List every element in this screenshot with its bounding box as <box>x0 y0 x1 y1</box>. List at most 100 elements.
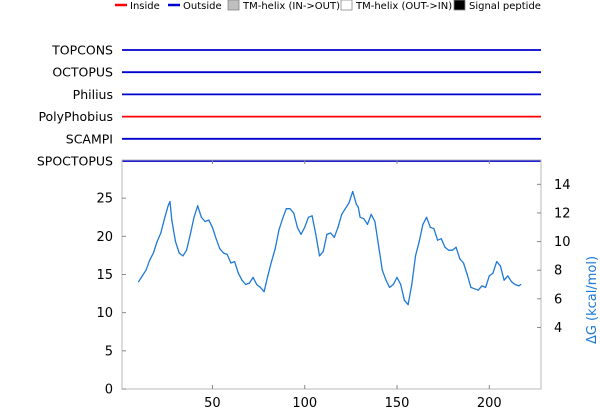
dg-point-0-85 <box>440 238 442 240</box>
y-tick-label-0: 0 <box>105 383 113 398</box>
dg-point-0-93 <box>470 286 472 288</box>
dg-point-0-4 <box>152 252 154 254</box>
dg-point-0-88 <box>451 249 453 251</box>
dg-point-0-37 <box>267 275 269 277</box>
y2-tick-label-3: 10 <box>554 235 571 250</box>
dg-point-0-77 <box>411 283 413 286</box>
dg-point-0-44 <box>293 212 295 214</box>
y2-tick-label-0: 4 <box>554 321 562 336</box>
dg-point-0-99 <box>492 272 494 274</box>
dg-point-0-30 <box>241 279 243 281</box>
dg-point-0-42 <box>285 208 287 210</box>
dg-point-0-91 <box>462 262 465 264</box>
dg-point-0-7 <box>163 218 166 220</box>
dg-point-0-21 <box>208 219 210 221</box>
dg-point-0-62 <box>357 206 359 208</box>
dg-point-0-60 <box>352 190 354 193</box>
dg-point-0-1 <box>141 275 143 277</box>
dg-point-0-14 <box>186 249 188 251</box>
dg-point-0-70 <box>385 279 387 281</box>
dg-point-0-67 <box>374 220 376 223</box>
dg-point-0-24 <box>219 248 221 250</box>
dg-point-0-29 <box>237 272 239 274</box>
legend-label-2: TM-helix (IN->OUT) <box>242 1 340 12</box>
dg-point-0-95 <box>477 289 479 291</box>
dg-point-0-69 <box>381 269 383 271</box>
dg-point-0-40 <box>278 229 280 231</box>
dg-point-0-54 <box>330 232 332 234</box>
legend-label-3: TM-helix (OUT->IN) <box>355 1 452 12</box>
y-tick-label-4: 20 <box>96 230 113 245</box>
track-name-3: PolyPhobius <box>38 109 113 124</box>
dg-point-0-61 <box>355 203 357 205</box>
legend-label-4: Signal peptide <box>469 1 541 12</box>
legend-swatch-3 <box>340 0 353 11</box>
dg-point-0-98 <box>488 275 490 277</box>
dg-point-0-66 <box>370 213 372 215</box>
legend-swatch-2 <box>227 0 240 11</box>
dg-point-0-97 <box>485 286 487 288</box>
dg-point-0-28 <box>234 261 236 263</box>
dg-point-0-80 <box>422 223 424 225</box>
dg-plot: 50 100 150 200 0 5 10 15 20 25 4 6 8 10 12 14 ΔG (kca… <box>96 159 600 411</box>
track-name-4: SCAMPI <box>66 131 113 146</box>
track-name-1: OCTOPUS <box>52 65 113 80</box>
dg-point-0-11 <box>174 241 177 243</box>
dg-point-0-45 <box>296 226 298 228</box>
x-axis: 50 100 150 200 <box>204 160 502 411</box>
plot-frame <box>121 159 542 390</box>
y-tick-label-1: 5 <box>105 344 113 359</box>
y2-tick-label-2: 8 <box>554 264 562 279</box>
legend-label-0: Inside <box>130 1 160 12</box>
dg-point-0-5 <box>156 241 158 243</box>
dg-point-0-34 <box>256 283 258 286</box>
dg-point-0-8 <box>167 205 169 207</box>
topology-tracks: TOPCONS OCTOPUS Philius PolyPhobius SCAMPI SP… <box>37 43 541 169</box>
dg-point-0-52 <box>322 251 324 253</box>
dg-point-0-23 <box>215 238 217 240</box>
dg-point-0-19 <box>200 216 202 218</box>
dg-point-0-104 <box>510 281 513 283</box>
dg-point-0-51 <box>318 255 321 257</box>
x-tick-label-1: 100 <box>292 396 317 411</box>
y-tick-label-3: 15 <box>96 268 113 283</box>
dg-point-0-43 <box>289 208 291 210</box>
dg-point-0-96 <box>481 285 483 287</box>
track-name-0: TOPCONS <box>51 43 113 58</box>
dg-point-0-78 <box>414 255 417 257</box>
y2-axis-label: ΔG (kcal/mol) <box>585 256 600 344</box>
dg-point-0-65 <box>366 223 369 225</box>
dg-point-0-10 <box>171 219 173 221</box>
track-name-2: Philius <box>73 87 113 102</box>
dg-point-0-25 <box>222 252 225 254</box>
dg-point-0-31 <box>245 283 247 286</box>
dg-point-0-74 <box>400 283 402 286</box>
dg-point-0-58 <box>344 208 346 210</box>
dg-point-0-73 <box>396 276 398 278</box>
dg-point-0-38 <box>270 261 273 263</box>
dg-point-0-12 <box>178 252 180 254</box>
dg-point-0-92 <box>466 273 468 276</box>
dg-point-0-100 <box>496 261 498 263</box>
y-tick-label-5: 25 <box>96 192 113 207</box>
dg-point-0-13 <box>182 255 184 257</box>
x-tick-label-3: 200 <box>477 396 502 411</box>
dg-point-0-15 <box>189 233 191 235</box>
dg-point-0-63 <box>359 216 361 218</box>
dg-point-0-2 <box>145 269 147 271</box>
dg-point-0-22 <box>211 226 213 228</box>
dg-point-0-35 <box>259 286 261 288</box>
dg-point-0-53 <box>326 233 328 235</box>
dg-point-0-75 <box>403 299 405 301</box>
dg-point-0-68 <box>378 245 380 247</box>
dg-point-0-6 <box>160 232 162 234</box>
y-tick-label-2: 10 <box>96 306 113 321</box>
dg-point-0-107 <box>520 283 522 286</box>
dg-point-0-82 <box>429 226 431 228</box>
dg-point-0-32 <box>248 282 250 284</box>
dg-point-0-79 <box>418 241 420 243</box>
legend-swatch-4 <box>453 0 466 11</box>
dg-point-0-83 <box>433 228 435 230</box>
dg-point-0-27 <box>230 262 232 264</box>
